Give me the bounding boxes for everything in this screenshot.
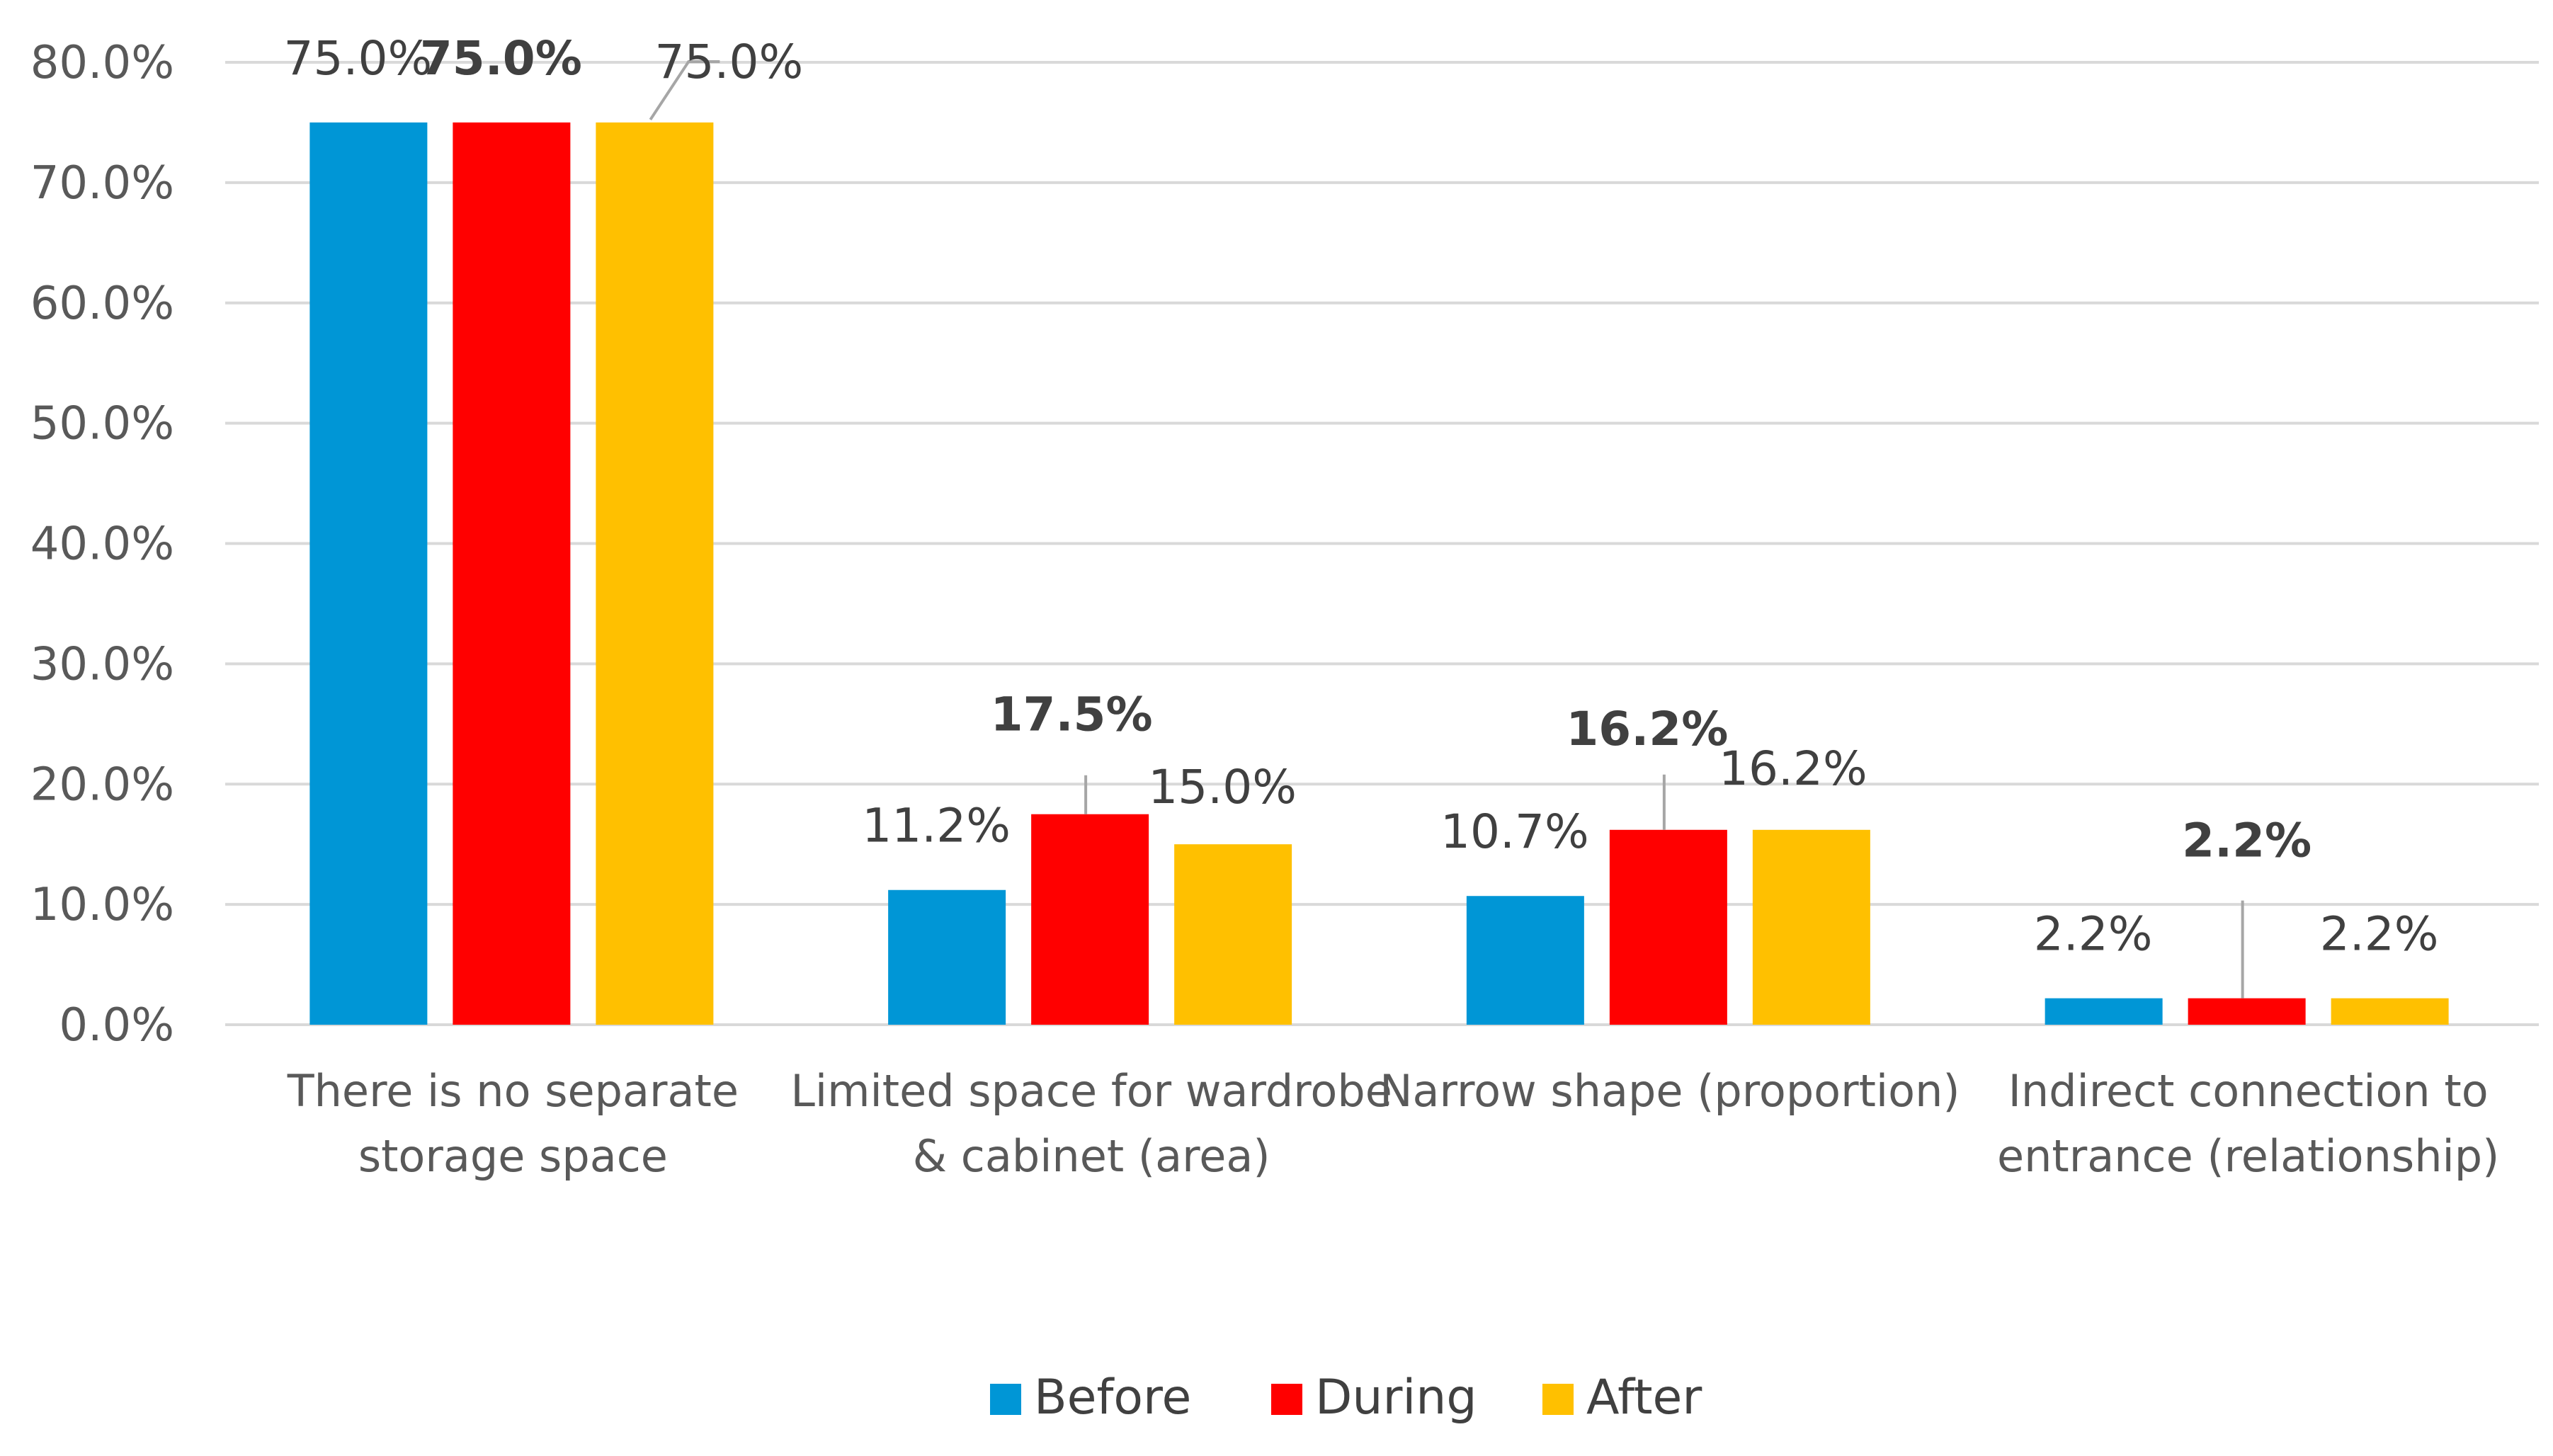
y-tick-label: 60.0% [30, 278, 174, 330]
y-tick-label: 70.0% [30, 157, 174, 210]
bar-before [309, 122, 428, 1025]
legend-swatch-before [990, 1384, 1021, 1415]
legend-label-during: During [1315, 1370, 1477, 1426]
data-label-during: 2.2% [2182, 814, 2312, 868]
bar-before [1466, 896, 1584, 1025]
leader-line [649, 59, 720, 121]
y-tick-label: 50.0% [30, 398, 174, 450]
x-category-label: Limited space for wardrobe [790, 1065, 1392, 1117]
bar-during [453, 122, 571, 1025]
x-category-label: Indirect connection to [2008, 1065, 2489, 1117]
x-category-label: & cabinet (area) [913, 1130, 1270, 1182]
y-tick-label: 80.0% [30, 37, 174, 89]
data-label-before: 10.7% [1440, 804, 1589, 859]
bar-during [1031, 814, 1149, 1025]
data-label-during: 16.2% [1566, 702, 1728, 756]
data-label-after: 2.2% [2320, 907, 2439, 962]
data-label-during: 75.0% [420, 31, 582, 86]
data-label-after: 16.2% [1719, 741, 1867, 796]
legend-swatch-during [1271, 1384, 1302, 1415]
bars [309, 122, 2449, 1025]
y-tick-label: 30.0% [30, 638, 174, 690]
x-category-label: There is no separate [287, 1065, 739, 1117]
x-category-label: Narrow shape (proportion) [1380, 1065, 1960, 1117]
data-label-before: 11.2% [862, 799, 1011, 853]
x-axis-categories: There is no separate storage space Limited… [287, 1065, 2499, 1182]
data-labels: 75.0% 11.2% 10.7% 2.2% 75.0% 17.5% 16.2% 2.2% 75… [284, 31, 2439, 962]
bar-after [2331, 998, 2449, 1025]
data-label-after: 75.0% [655, 35, 804, 89]
y-axis-ticks: 0.0% 10.0% 20.0% 30.0% 40.0% 50.0% 60.0% 70.0% 8… [30, 37, 174, 1052]
label-leader-lines [649, 59, 2244, 999]
legend-label-after: After [1586, 1370, 1702, 1426]
bar-before [888, 889, 1006, 1025]
y-tick-label: 0.0% [59, 999, 174, 1052]
bar-during [2188, 998, 2306, 1025]
y-tick-label: 40.0% [30, 518, 174, 571]
bar-before [2045, 998, 2163, 1025]
data-label-after: 15.0% [1148, 760, 1297, 814]
x-category-label: storage space [358, 1130, 668, 1182]
bar-after [1752, 829, 1870, 1025]
bar-after [1174, 844, 1292, 1025]
data-label-before: 2.2% [2034, 907, 2153, 962]
data-label-during: 17.5% [991, 688, 1153, 742]
gridlines [225, 61, 2539, 1026]
legend: Before During After [990, 1370, 1702, 1426]
y-tick-label: 20.0% [30, 758, 174, 811]
legend-swatch-after [1542, 1384, 1574, 1415]
data-label-before: 75.0% [284, 31, 433, 86]
bar-after [596, 122, 714, 1025]
y-tick-label: 10.0% [30, 879, 174, 931]
x-category-label: entrance (relationship) [1997, 1130, 2499, 1182]
legend-label-before: Before [1034, 1370, 1191, 1426]
bar-during [1609, 829, 1727, 1025]
